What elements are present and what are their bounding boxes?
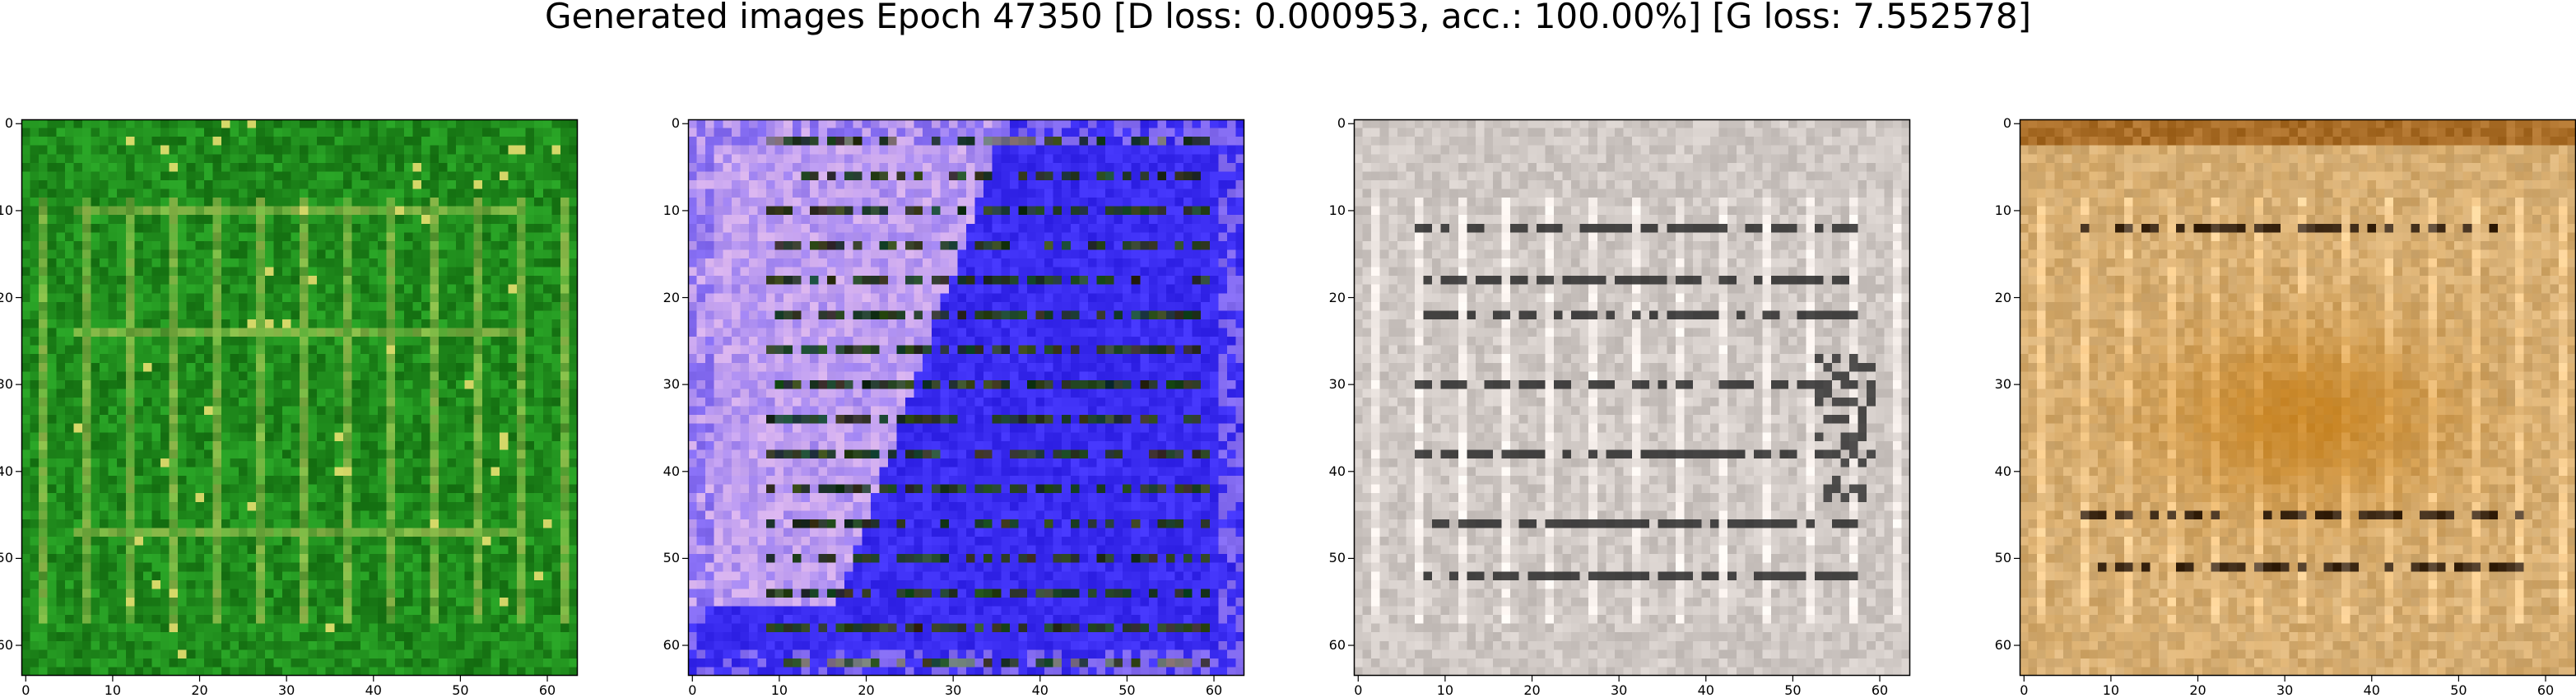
x-tick-label: 10 bbox=[1436, 682, 1454, 698]
x-tick-label: 60 bbox=[1205, 682, 1223, 698]
x-tick-label: 30 bbox=[1610, 682, 1628, 698]
axes-border bbox=[1353, 119, 1911, 677]
y-tick-label: 10 bbox=[1994, 202, 2011, 218]
y-tick-label: 50 bbox=[1328, 550, 1346, 566]
y-tick-label: 30 bbox=[1994, 376, 2011, 393]
x-tick-label: 0 bbox=[21, 682, 30, 698]
y-tick-label: 60 bbox=[1994, 637, 2011, 654]
generated-image-plot-2: 0 0 10 10 20 20 30 30 40 40 50 50 60 60 bbox=[663, 117, 1245, 697]
y-tick-label: 20 bbox=[663, 289, 680, 305]
x-tick-label: 50 bbox=[2450, 682, 2467, 698]
x-tick-label: 40 bbox=[2363, 682, 2380, 698]
y-tick-label: 20 bbox=[0, 289, 13, 305]
generated-image-plot-1: 0 0 10 10 20 20 30 30 40 40 50 50 60 60 bbox=[0, 117, 579, 697]
x-tick-label: 10 bbox=[2102, 682, 2120, 698]
axes-frame-1 bbox=[16, 119, 579, 682]
x-tick-label: 30 bbox=[944, 682, 962, 698]
x-tick-label: 30 bbox=[277, 682, 295, 698]
x-tick-label: 60 bbox=[1871, 682, 1889, 698]
x-tick-label: 20 bbox=[191, 682, 208, 698]
x-tick-label: 60 bbox=[2536, 682, 2555, 698]
x-tick-label: 40 bbox=[1697, 682, 1714, 698]
y-tick-label: 50 bbox=[1994, 550, 2011, 566]
y-tick-label: 0 bbox=[2002, 115, 2011, 132]
x-tick-label: 0 bbox=[688, 682, 697, 698]
x-tick-label: 10 bbox=[104, 682, 122, 698]
axes-frame-4 bbox=[2014, 119, 2576, 682]
y-tick-label: 40 bbox=[663, 463, 680, 479]
x-tick-label: 40 bbox=[1031, 682, 1049, 698]
y-tick-label: 40 bbox=[1328, 463, 1346, 479]
axes-frame-3 bbox=[1348, 119, 1911, 682]
y-tick-label: 50 bbox=[663, 550, 680, 566]
x-tick-label: 0 bbox=[1354, 682, 1363, 698]
y-tick-label: 30 bbox=[1328, 376, 1346, 393]
generated-image-plot-3: 0 0 10 10 20 20 30 30 40 40 50 50 60 60 bbox=[1329, 117, 1911, 697]
x-tick-label: 20 bbox=[2189, 682, 2206, 698]
generated-image-3 bbox=[1354, 119, 1910, 676]
generated-image-plot-4: 0 0 10 10 20 20 30 30 40 40 50 50 60 60 bbox=[1995, 117, 2576, 697]
x-tick-label: 50 bbox=[1784, 682, 1802, 698]
y-tick-label: 10 bbox=[0, 202, 13, 218]
axes-frame-2 bbox=[682, 119, 1245, 682]
x-tick-label: 50 bbox=[1118, 682, 1136, 698]
x-tick-label: 20 bbox=[1523, 682, 1541, 698]
y-tick-label: 30 bbox=[0, 376, 13, 393]
y-tick-label: 30 bbox=[663, 376, 680, 393]
x-tick-label: 0 bbox=[2020, 682, 2029, 698]
x-tick-label: 20 bbox=[858, 682, 875, 698]
generated-image-2 bbox=[688, 119, 1244, 676]
y-tick-label: 0 bbox=[671, 115, 680, 132]
x-tick-label: 40 bbox=[365, 682, 382, 698]
y-tick-label: 20 bbox=[1994, 289, 2011, 305]
x-tick-label: 60 bbox=[538, 682, 556, 698]
y-tick-label: 60 bbox=[0, 637, 13, 654]
y-tick-label: 10 bbox=[1328, 202, 1346, 218]
axes-border bbox=[2019, 119, 2576, 677]
axes-border bbox=[687, 119, 1245, 677]
y-tick-label: 60 bbox=[663, 637, 680, 654]
generated-image-1 bbox=[21, 119, 578, 676]
axes-border bbox=[21, 119, 579, 677]
x-tick-label: 30 bbox=[2276, 682, 2294, 698]
figure-title: Generated images Epoch 47350 [D loss: 0.… bbox=[544, 0, 2032, 36]
y-tick-label: 10 bbox=[663, 202, 680, 218]
x-tick-label: 10 bbox=[770, 682, 788, 698]
generated-image-4 bbox=[2020, 119, 2576, 676]
y-tick-label: 50 bbox=[0, 550, 13, 566]
x-tick-label: 50 bbox=[452, 682, 469, 698]
y-tick-label: 40 bbox=[1994, 463, 2011, 479]
y-tick-label: 60 bbox=[1328, 637, 1346, 654]
y-tick-label: 0 bbox=[1337, 115, 1346, 132]
y-tick-label: 40 bbox=[0, 463, 13, 479]
y-tick-label: 20 bbox=[1328, 289, 1346, 305]
y-tick-label: 0 bbox=[4, 115, 13, 132]
